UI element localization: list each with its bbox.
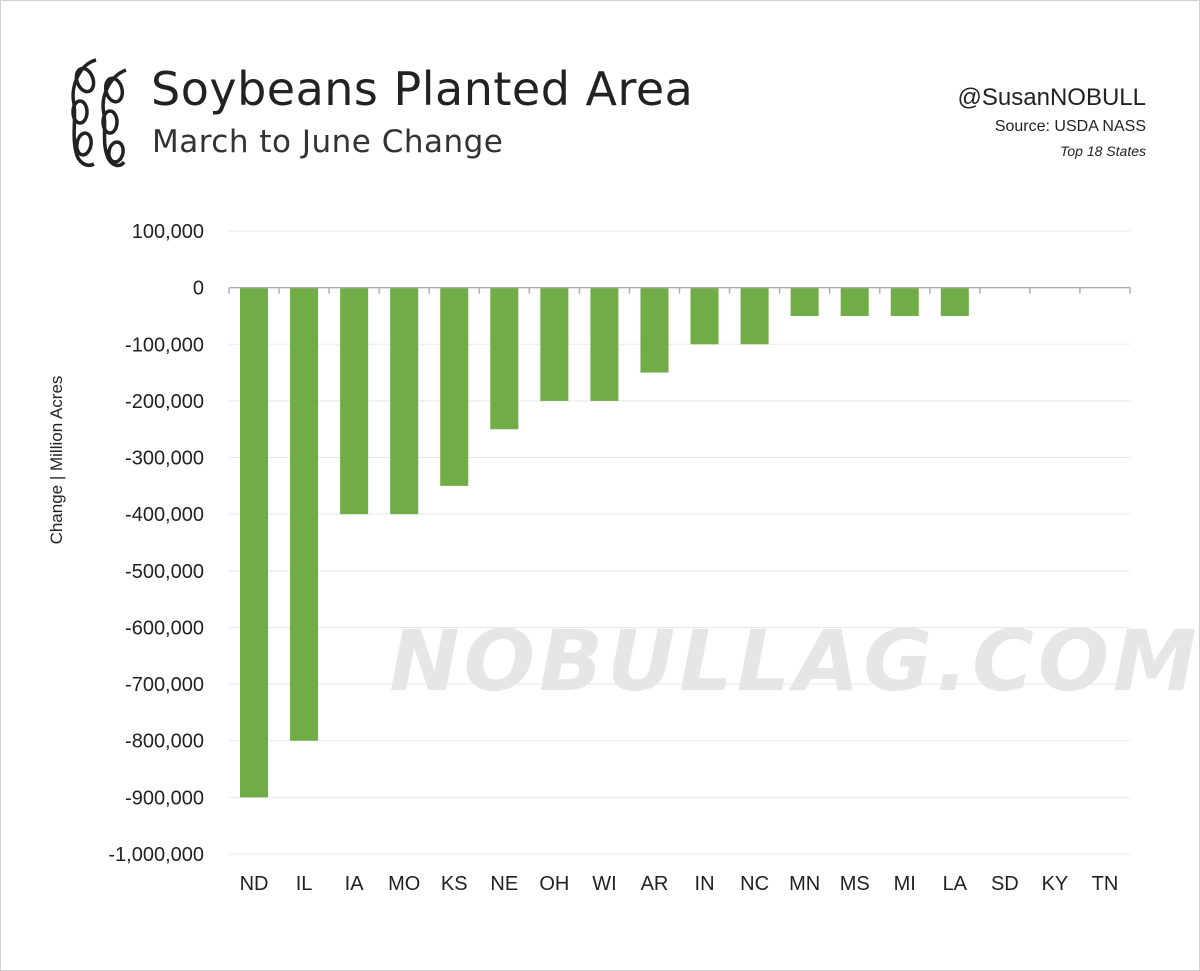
y-tick-labels: 100,000 0 -100,000 -200,000 -300,000 -400,000… — [108, 221, 204, 866]
x-tick-label: MI — [894, 873, 916, 895]
bar-nc — [740, 287, 769, 345]
x-tick-label: IN — [695, 873, 715, 895]
y-axis-label: Change | Million Acres — [47, 376, 66, 545]
y-tick-label: -900,000 — [125, 787, 204, 809]
gridlines — [229, 230, 1130, 855]
bar-nd — [240, 287, 269, 798]
x-tick-label: AR — [641, 873, 669, 895]
x-tick-label: TN — [1092, 873, 1119, 895]
watermark: NOBULLAG.COM — [389, 612, 1200, 710]
soybean-pod-icon — [71, 58, 127, 168]
y-tick-label: -400,000 — [125, 504, 204, 526]
x-tick-label: WI — [592, 873, 616, 895]
x-tick-label: MS — [840, 873, 870, 895]
x-tick-label: IL — [296, 873, 313, 895]
bar-oh — [540, 287, 569, 401]
chart-subtitle: March to June Change — [152, 124, 504, 160]
x-tick-label: MN — [789, 873, 820, 895]
x-tick-label: OH — [539, 873, 569, 895]
x-tick-labels: ND IL IA MO KS NE OH WI AR IN NC MN MS MI LA SD KY TN — [240, 873, 1119, 895]
bar-il — [290, 287, 319, 741]
y-tick-label: 100,000 — [132, 221, 204, 243]
y-tick-label: -800,000 — [125, 731, 204, 753]
bar-ks — [440, 287, 469, 486]
bar-in — [690, 287, 719, 345]
y-tick-label: -600,000 — [125, 617, 204, 639]
y-tick-label: -100,000 — [125, 334, 204, 356]
x-tick-label: NC — [740, 873, 769, 895]
bar-ar — [640, 287, 669, 373]
x-tick-label: KS — [441, 873, 468, 895]
y-tick-label: -300,000 — [125, 448, 204, 470]
bars — [240, 287, 969, 798]
x-tick-label: MO — [388, 873, 420, 895]
y-tick-label: -500,000 — [125, 561, 204, 583]
chart-title: Soybeans Planted Area — [151, 62, 694, 116]
x-tick-label: SD — [991, 873, 1019, 895]
y-tick-label: 0 — [193, 278, 204, 300]
author-handle: @SusanNOBULL — [957, 84, 1146, 111]
bar-la — [940, 287, 969, 316]
bar-ne — [490, 287, 519, 430]
axes — [228, 286, 1131, 294]
source-note: Source: USDA NASS — [994, 118, 1146, 135]
y-tick-label: -700,000 — [125, 674, 204, 696]
x-tick-label: LA — [943, 873, 968, 895]
y-tick-label: -200,000 — [125, 391, 204, 413]
y-tick-label: -1,000,000 — [108, 844, 204, 866]
bar-mo — [390, 287, 419, 515]
bar-mn — [790, 287, 819, 316]
scope-note: Top 18 States — [1060, 143, 1146, 159]
bar-wi — [590, 287, 619, 401]
x-tick-label: IA — [345, 873, 365, 895]
x-tick-label: ND — [240, 873, 269, 895]
bar-ms — [840, 287, 869, 316]
bar-mi — [890, 287, 919, 316]
x-tick-label: NE — [490, 873, 518, 895]
bar-ia — [340, 287, 369, 515]
x-tick-label: KY — [1042, 873, 1069, 895]
